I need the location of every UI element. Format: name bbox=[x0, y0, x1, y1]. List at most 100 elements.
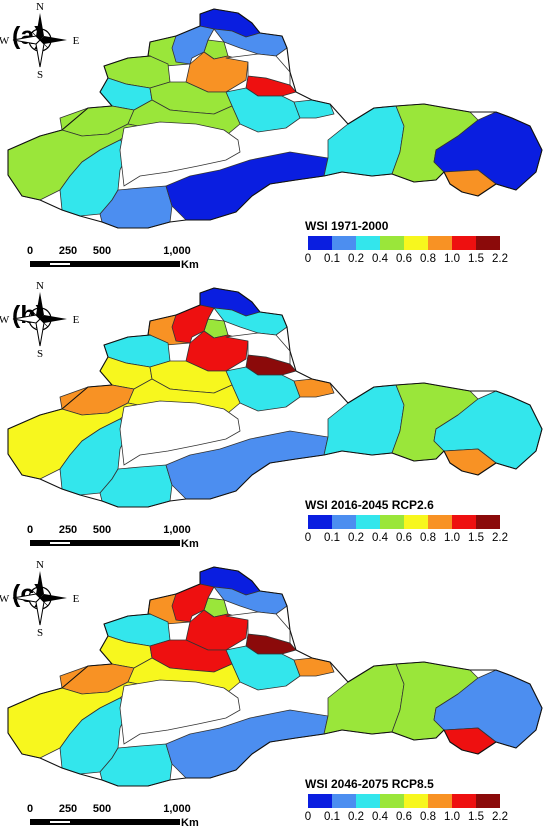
legend-swatch-1 bbox=[332, 236, 356, 250]
legend-tick: 0 bbox=[304, 811, 312, 823]
region-turpan bbox=[293, 99, 335, 119]
legend-swatch-4 bbox=[404, 236, 428, 250]
compass-w: W bbox=[0, 593, 10, 605]
legend-tick: 0.8 bbox=[420, 532, 436, 544]
region-map bbox=[7, 8, 543, 229]
scale-tick: 0 bbox=[26, 245, 34, 257]
desert-blank-area bbox=[119, 679, 241, 745]
legend-tick: 0.8 bbox=[420, 811, 436, 823]
legend-tick: 0.4 bbox=[372, 532, 388, 544]
scale-tick: 1,000 bbox=[163, 524, 191, 536]
legend-tick: 0.1 bbox=[324, 532, 340, 544]
compass-e: E bbox=[73, 35, 80, 47]
legend-swatch-0 bbox=[308, 794, 332, 808]
scale-tick: 500 bbox=[92, 803, 112, 815]
scale-ticks: 0 250 500 1,000 bbox=[0, 245, 200, 259]
region-white-n bbox=[225, 332, 291, 365]
legend-swatch-0 bbox=[308, 515, 332, 529]
compass-n: N bbox=[36, 1, 44, 13]
legend-tick: 0.6 bbox=[396, 532, 412, 544]
legend-tick: 0.1 bbox=[324, 253, 340, 265]
scale-tick: 250 bbox=[58, 245, 78, 257]
compass-s: S bbox=[37, 627, 43, 638]
legend-swatch-2 bbox=[356, 794, 380, 808]
map-panel-0: (a) N S W E WSI 1971-2000 0 0.1 0.2 0.4 0.6 0… bbox=[0, 0, 550, 279]
legend-tick: 1.0 bbox=[444, 811, 460, 823]
region-outline bbox=[7, 287, 543, 508]
legend-tick: 2.2 bbox=[492, 532, 508, 544]
legend-tick: 0.2 bbox=[348, 811, 364, 823]
scale-tick: 1,000 bbox=[163, 245, 191, 257]
map-panel-2: (c) N S W E WSI 2046-2075 RCP8.5 0 0.1 0.2… bbox=[0, 558, 550, 837]
region-tacheng bbox=[171, 304, 215, 344]
legend-color-bar bbox=[308, 236, 500, 250]
compass-w: W bbox=[0, 314, 10, 326]
region-white-n bbox=[225, 611, 291, 644]
scale-bar bbox=[30, 819, 180, 825]
legend-swatch-1 bbox=[332, 794, 356, 808]
region-east1 bbox=[323, 384, 405, 456]
legend-ticks: 0 0.1 0.2 0.4 0.6 0.8 1.0 1.5 2.2 bbox=[296, 532, 526, 546]
region-turpan bbox=[293, 378, 335, 398]
compass-w: W bbox=[0, 35, 10, 47]
compass-s: S bbox=[37, 69, 43, 80]
scale-tick: 500 bbox=[92, 245, 112, 257]
region-tacheng bbox=[171, 25, 215, 65]
legend-ticks: 0 0.1 0.2 0.4 0.6 0.8 1.0 1.5 2.2 bbox=[296, 253, 526, 267]
legend-swatch-7 bbox=[476, 515, 500, 529]
legend-tick: 0.1 bbox=[324, 811, 340, 823]
region-tacheng bbox=[171, 583, 215, 623]
compass-n: N bbox=[36, 559, 44, 571]
compass-s: S bbox=[37, 348, 43, 359]
legend-swatch-7 bbox=[476, 794, 500, 808]
scale-tick: 1,000 bbox=[163, 803, 191, 815]
region-east1 bbox=[323, 663, 405, 735]
scale-unit: Km bbox=[181, 538, 199, 550]
region-white-n bbox=[225, 53, 291, 86]
legend-tick: 1.0 bbox=[444, 253, 460, 265]
legend-swatch-6 bbox=[452, 794, 476, 808]
legend-tick: 0.6 bbox=[396, 811, 412, 823]
region-turpan bbox=[293, 657, 335, 677]
region-outline bbox=[7, 8, 543, 229]
north-arrow-icon: N S W E bbox=[0, 559, 80, 638]
legend-tick: 0.6 bbox=[396, 253, 412, 265]
legend-title: WSI 1971-2000 bbox=[305, 219, 389, 233]
legend-swatch-2 bbox=[356, 515, 380, 529]
legend-swatch-3 bbox=[380, 515, 404, 529]
region-map bbox=[7, 566, 543, 787]
scale-ticks: 0 250 500 1,000 bbox=[0, 524, 200, 538]
legend-tick: 1.5 bbox=[468, 253, 484, 265]
compass-e: E bbox=[73, 314, 80, 326]
legend-swatch-3 bbox=[380, 794, 404, 808]
legend-color-bar bbox=[308, 515, 500, 529]
scale-tick: 0 bbox=[26, 803, 34, 815]
region-east1 bbox=[323, 105, 405, 177]
legend-tick: 2.2 bbox=[492, 253, 508, 265]
legend-tick: 1.5 bbox=[468, 811, 484, 823]
legend-tick: 0.4 bbox=[372, 811, 388, 823]
legend-swatch-2 bbox=[356, 236, 380, 250]
north-arrow-icon: N S W E bbox=[0, 1, 80, 80]
scale-tick: 250 bbox=[58, 524, 78, 536]
legend-tick: 1.0 bbox=[444, 532, 460, 544]
legend-tick: 0.2 bbox=[348, 253, 364, 265]
legend-tick: 2.2 bbox=[492, 811, 508, 823]
legend-swatch-4 bbox=[404, 515, 428, 529]
legend-swatch-5 bbox=[428, 515, 452, 529]
compass-n: N bbox=[36, 280, 44, 292]
scale-bar bbox=[30, 261, 180, 267]
legend-tick: 0 bbox=[304, 253, 312, 265]
legend-tick: 0.8 bbox=[420, 253, 436, 265]
scale-unit: Km bbox=[181, 817, 199, 829]
legend-title: WSI 2016-2045 RCP2.6 bbox=[305, 498, 434, 512]
legend-tick: 0.4 bbox=[372, 253, 388, 265]
scale-ticks: 0 250 500 1,000 bbox=[0, 803, 200, 817]
legend-swatch-4 bbox=[404, 794, 428, 808]
legend-ticks: 0 0.1 0.2 0.4 0.6 0.8 1.0 1.5 2.2 bbox=[296, 811, 526, 825]
legend-swatch-7 bbox=[476, 236, 500, 250]
legend-swatch-3 bbox=[380, 236, 404, 250]
scale-tick: 0 bbox=[26, 524, 34, 536]
scale-tick: 250 bbox=[58, 803, 78, 815]
scale-unit: Km bbox=[181, 259, 199, 271]
